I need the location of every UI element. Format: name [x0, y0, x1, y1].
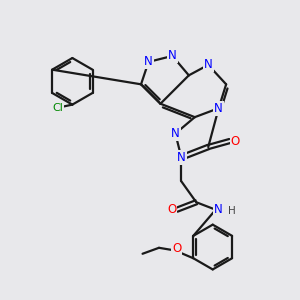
Text: N: N	[214, 203, 223, 216]
Text: O: O	[167, 203, 176, 216]
Text: O: O	[230, 134, 240, 148]
Text: O: O	[172, 242, 182, 255]
Text: N: N	[171, 127, 180, 140]
Text: N: N	[144, 56, 153, 68]
Text: N: N	[177, 151, 186, 164]
Text: Cl: Cl	[52, 103, 63, 112]
Text: N: N	[214, 102, 223, 115]
Text: N: N	[168, 50, 177, 62]
Text: N: N	[204, 58, 213, 71]
Text: H: H	[228, 206, 236, 216]
